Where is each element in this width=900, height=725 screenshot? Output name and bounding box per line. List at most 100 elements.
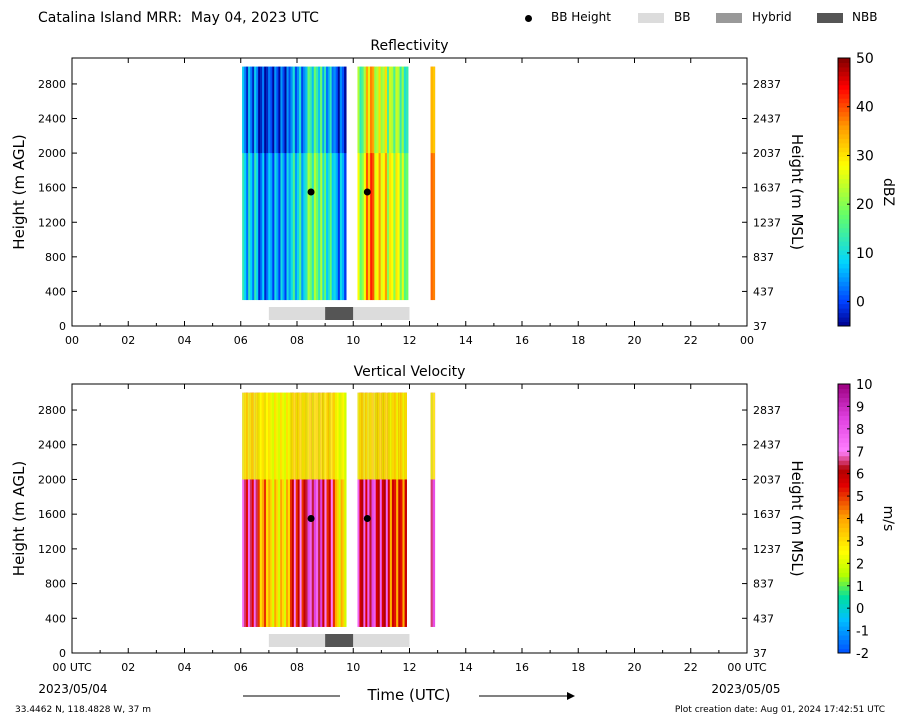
echo-strip-upper xyxy=(405,66,409,154)
echo-strip-upper xyxy=(336,392,340,480)
colorbar-segment xyxy=(838,227,850,233)
colorbar-segment xyxy=(838,392,850,398)
colorbar-segment xyxy=(838,75,850,81)
legend-label: BB Height xyxy=(551,10,611,24)
colorbar-segment xyxy=(838,317,850,323)
x-tick-label: 10 xyxy=(346,334,360,347)
colorbar-segment xyxy=(838,178,850,184)
echo-strip-upper xyxy=(262,66,265,154)
colorbar-segment xyxy=(838,505,850,511)
x-tick-label: 10 xyxy=(346,661,360,674)
echo-strip-upper xyxy=(307,66,310,154)
colorbar-segment xyxy=(838,518,850,524)
colorbar-segment xyxy=(838,496,850,502)
echo-strip xyxy=(374,66,377,301)
echo-strip xyxy=(280,392,283,627)
echo-strip xyxy=(318,66,321,301)
colorbar-segment xyxy=(838,576,850,582)
colorbar-segment xyxy=(838,563,850,569)
echo-strip xyxy=(381,392,385,627)
y-tick-label: 2800 xyxy=(38,404,66,417)
echo-strip xyxy=(398,392,401,627)
legend-label: Hybrid xyxy=(752,10,792,24)
colorbar-segment xyxy=(838,419,850,425)
echo-strip-upper xyxy=(326,392,329,480)
echo-strip xyxy=(361,66,365,301)
echo-strip-upper xyxy=(320,66,323,154)
colorbar-segment xyxy=(838,254,850,260)
colorbar-segment xyxy=(838,93,850,99)
colorbar-segment xyxy=(838,388,850,394)
echo-strip xyxy=(339,66,343,301)
y-right-tick-label: 2437 xyxy=(753,113,781,126)
echo-strip-upper xyxy=(379,392,383,480)
bb-height-point xyxy=(307,515,315,522)
colorbar-segment xyxy=(838,241,850,247)
echo-strip-upper xyxy=(247,392,251,480)
colorbar-segment xyxy=(838,437,850,443)
y-tick-label: 1200 xyxy=(38,216,66,229)
colorbar-segment xyxy=(838,401,850,407)
echo-strip xyxy=(276,392,279,627)
colorbar-tick-label: 4 xyxy=(856,513,864,528)
echo-strip xyxy=(284,66,287,301)
echo-strip xyxy=(251,392,255,627)
echo-strip-upper xyxy=(402,392,405,480)
echo-strip-upper xyxy=(335,66,339,154)
echo-strip-upper xyxy=(384,66,388,154)
echo-strip xyxy=(338,392,341,627)
echo-strip-upper xyxy=(372,66,375,154)
bb-height-marker-icon xyxy=(525,15,532,22)
echo-strip xyxy=(270,66,273,301)
echo-strip-upper xyxy=(292,66,296,154)
echo-strip xyxy=(307,66,310,301)
echo-strip-upper xyxy=(280,392,283,480)
y-right-tick-label: 1237 xyxy=(753,216,781,229)
echo-strip xyxy=(357,392,360,627)
echo-strip-upper xyxy=(305,392,308,480)
colorbar-segment xyxy=(838,125,850,130)
echo-strip xyxy=(395,66,398,301)
colorbar-segment xyxy=(838,111,850,117)
echo-strip xyxy=(367,392,370,627)
echo-strip xyxy=(404,392,407,627)
colorbar-segment xyxy=(838,433,850,439)
echo-strip-upper xyxy=(387,66,390,154)
colorbar-segment xyxy=(838,482,850,488)
colorbar-tick-label: 30 xyxy=(856,148,874,164)
colorbar-tick-label: 2 xyxy=(856,557,864,572)
colorbar-segment xyxy=(838,442,850,448)
colorbar-segment xyxy=(838,174,850,180)
echo-strip-upper xyxy=(378,66,381,154)
x-tick-label: 04 xyxy=(178,661,192,674)
y-tick-label: 2000 xyxy=(38,147,66,160)
echo-strip-upper xyxy=(299,392,302,480)
echo-strip xyxy=(365,392,368,627)
echo-strip-upper xyxy=(330,392,334,480)
colorbar-segment xyxy=(838,285,850,291)
echo-strip xyxy=(254,66,257,301)
echo-strip xyxy=(315,66,319,301)
colorbar-tick-label: 8 xyxy=(856,423,864,438)
y-tick-label: 400 xyxy=(45,612,66,625)
echo-strip xyxy=(370,66,373,301)
echo-strip-upper xyxy=(270,392,273,480)
echo-strip xyxy=(268,392,271,627)
colorbar-segment xyxy=(838,200,850,206)
echo-strip xyxy=(264,66,267,301)
x-tick-label: 22 xyxy=(684,661,698,674)
echo-strip-upper xyxy=(276,66,279,154)
x-axis-label: Time (UTC) xyxy=(367,686,451,704)
echo-strip xyxy=(396,392,399,627)
y-right-tick-label: 2837 xyxy=(753,404,781,417)
y-tick-label: 0 xyxy=(59,320,66,333)
echo-strip-upper xyxy=(332,392,336,480)
colorbar-segment xyxy=(838,487,850,493)
echo-strip xyxy=(336,392,340,627)
echo-strip-upper xyxy=(398,392,401,480)
echo-strip-upper xyxy=(331,66,334,154)
y-right-tick-label: 437 xyxy=(753,612,774,625)
echo-strip xyxy=(432,66,436,301)
echo-strip xyxy=(248,66,251,301)
echo-strip xyxy=(326,66,329,301)
